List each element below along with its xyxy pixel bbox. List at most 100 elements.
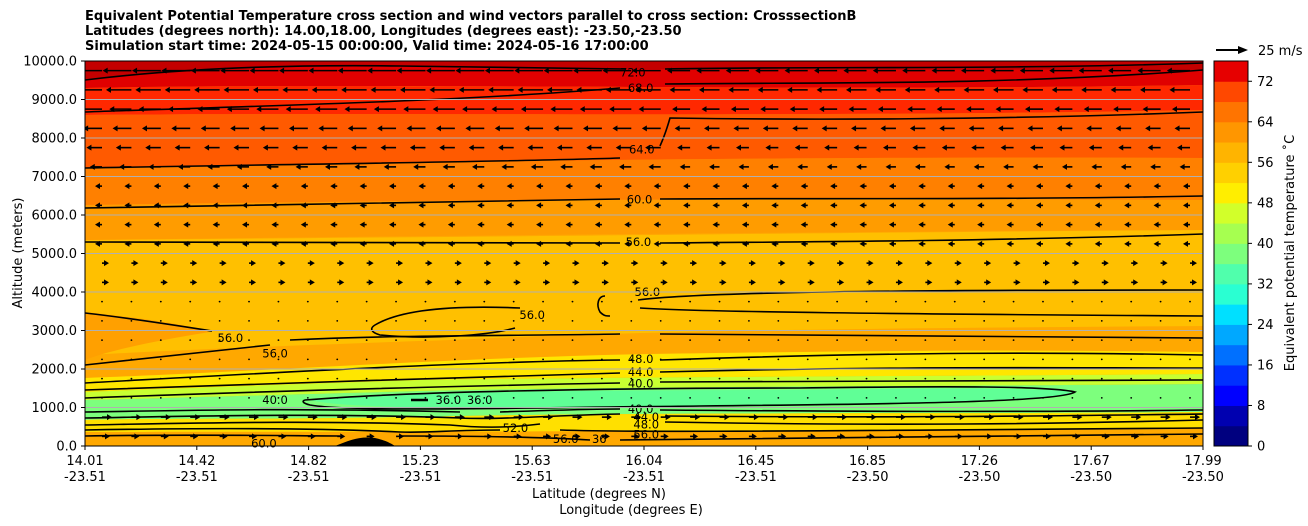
wind-vector-dot <box>189 377 192 380</box>
wind-vector-head <box>271 202 277 209</box>
wind-vector-head <box>368 260 374 267</box>
contour-48-low <box>85 419 1203 428</box>
wind-vector-head <box>1059 144 1065 151</box>
wind-vector-head <box>939 125 945 132</box>
wind-vector-dot <box>542 358 544 361</box>
wind-vector-head <box>904 86 910 93</box>
wind-vector-dot <box>718 396 721 399</box>
wind-vector-dot <box>953 300 956 303</box>
wind-vector-dot <box>983 396 986 399</box>
wind-vector-head <box>251 279 257 286</box>
wind-vector-head <box>1019 67 1025 74</box>
wind-vector-head <box>252 433 258 440</box>
wind-vector-head <box>494 125 500 132</box>
wind-vector-dot <box>277 339 280 342</box>
colorbar-tick-label: 56 <box>1257 156 1274 171</box>
wind-vector-head <box>477 221 483 228</box>
wind-vector-dot <box>718 377 721 380</box>
wind-vector-head <box>1088 144 1094 151</box>
wind-vector-head <box>1062 163 1068 170</box>
wind-vector-head <box>1035 221 1041 228</box>
wind-vector-head <box>192 260 198 267</box>
wind-vector-head <box>371 414 377 421</box>
wind-vector-dot <box>983 319 986 322</box>
wind-vector-dot <box>365 377 368 380</box>
field-band-56-left <box>85 312 210 360</box>
wind-vector-head <box>971 144 977 151</box>
wind-vector-head <box>888 221 894 228</box>
wind-vector-head <box>484 67 490 74</box>
wind-vector-head <box>963 86 969 93</box>
wind-vector-dot <box>336 396 339 399</box>
wind-vector-dot <box>277 377 280 380</box>
wind-vector-head <box>800 183 806 190</box>
wind-vector-head <box>347 125 353 132</box>
wind-vector-head <box>615 144 621 151</box>
wind-vector-dot <box>306 300 309 303</box>
wind-vector-head <box>868 260 874 267</box>
wind-vector-dot <box>983 300 986 303</box>
wind-vector-dot <box>1189 377 1191 380</box>
wind-vector-head <box>1133 260 1139 267</box>
wind-vector-head <box>1142 106 1148 113</box>
field-band-68 <box>85 110 1203 168</box>
wind-vector-head <box>223 86 229 93</box>
wind-vector-head <box>95 240 100 247</box>
wind-vector-head <box>1094 183 1100 190</box>
wind-vector-head <box>760 106 766 113</box>
wind-vector-head <box>1044 260 1050 267</box>
wind-vector-dot <box>395 319 397 322</box>
wind-vector-head <box>730 106 736 113</box>
wind-vector-head <box>380 144 386 151</box>
wind-vector-dot <box>424 396 427 399</box>
wind-vector-head <box>1086 125 1092 132</box>
wind-vector-head <box>112 125 118 132</box>
wind-vector-head <box>300 183 306 190</box>
x-axis: 14.01-23.5114.42-23.5114.82-23.5115.23-2… <box>64 446 1224 485</box>
wind-vector-dot <box>542 300 544 303</box>
wind-vector-dot <box>836 339 839 342</box>
wind-vector-head <box>780 260 786 267</box>
wind-vector-head <box>1133 279 1139 286</box>
wind-vector-dot <box>924 358 927 361</box>
wind-vector-head <box>845 86 851 93</box>
wind-vector-head <box>677 144 683 151</box>
colorbar-segment <box>1214 385 1248 406</box>
wind-vector-head <box>1136 414 1142 421</box>
wind-vector-dot <box>365 300 368 303</box>
wind-vector-head <box>947 202 953 209</box>
wind-vector-head <box>1030 144 1036 151</box>
wind-vector-head <box>124 202 130 209</box>
colorbar-tick-label: 24 <box>1257 318 1274 333</box>
y-tick-label: 7000.0 <box>32 170 78 185</box>
wind-vector-head <box>762 125 768 132</box>
wind-vector-dot <box>865 319 868 322</box>
x-tick-label-lat: 16.45 <box>737 454 774 469</box>
colorbar-tick-label: 40 <box>1257 237 1274 252</box>
wind-vector-head <box>902 67 908 74</box>
wind-vectors <box>85 67 1200 440</box>
wind-vector-dot <box>483 319 486 322</box>
wind-vector-dot <box>836 358 839 361</box>
contour-label: 52.0 <box>503 421 529 435</box>
wind-vector-dot <box>1071 377 1074 380</box>
wind-vector-head <box>947 240 953 247</box>
wind-vector-dot <box>453 319 456 322</box>
wind-vector-dot <box>1071 319 1074 322</box>
wind-vector-head <box>934 86 940 93</box>
wind-vector-head <box>1054 106 1060 113</box>
wind-vector-head <box>824 144 830 151</box>
wind-vector-head <box>148 163 154 170</box>
wind-vector-head <box>741 183 747 190</box>
wind-vector-head <box>398 279 404 286</box>
wind-vector-dot <box>600 300 603 303</box>
wind-vector-head <box>604 433 610 440</box>
wind-vector-dot <box>101 377 103 380</box>
wind-vector-head <box>515 260 521 267</box>
wind-vector-dot <box>689 377 692 380</box>
wind-vector-dot <box>1130 319 1133 322</box>
contour-label: 60.0 <box>251 437 277 451</box>
wind-vector-head <box>885 163 891 170</box>
wind-vector-dot <box>483 396 486 399</box>
